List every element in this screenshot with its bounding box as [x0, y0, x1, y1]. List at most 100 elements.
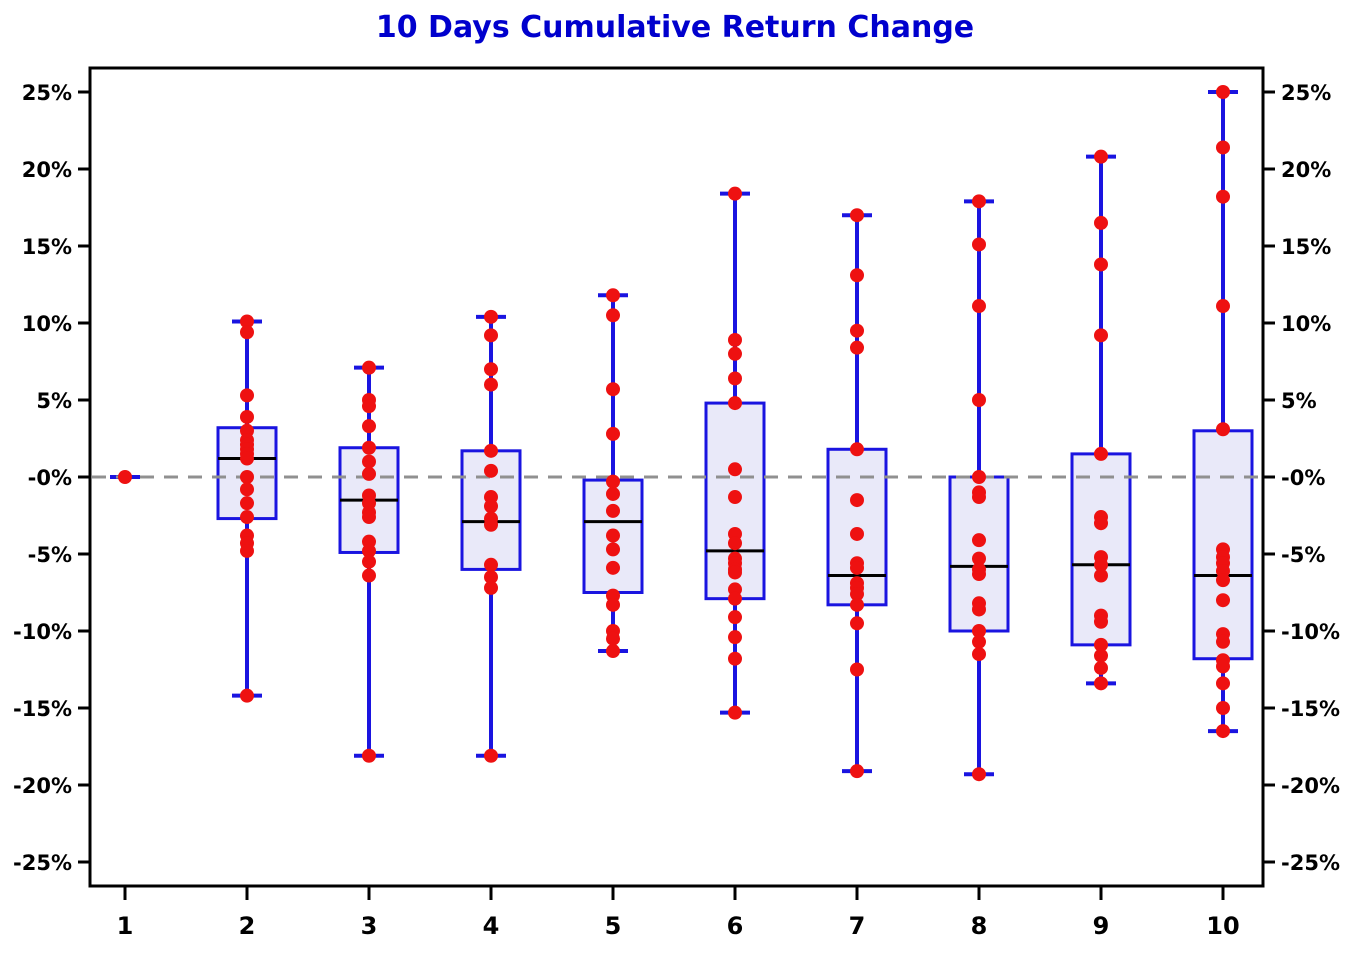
- data-point: [484, 499, 498, 514]
- data-point: [1216, 140, 1230, 155]
- data-point: [484, 328, 498, 343]
- data-point: [484, 557, 498, 572]
- data-point: [362, 399, 376, 414]
- data-point: [240, 688, 254, 703]
- y-tick-label-right: 25%: [1281, 81, 1331, 105]
- data-point: [118, 470, 132, 484]
- data-point: [728, 332, 742, 347]
- data-point: [1094, 648, 1108, 663]
- data-point: [972, 647, 986, 662]
- data-point: [606, 644, 620, 659]
- data-point: [606, 542, 620, 557]
- data-point: [484, 443, 498, 458]
- data-point: [728, 462, 742, 477]
- x-tick-label: 6: [727, 912, 744, 940]
- data-point: [850, 526, 864, 541]
- data-point: [972, 602, 986, 617]
- data-point: [362, 543, 376, 558]
- data-point: [606, 597, 620, 612]
- data-point: [484, 309, 498, 324]
- data-point: [484, 570, 498, 585]
- data-point: [1216, 593, 1230, 608]
- x-tick-label: 8: [971, 912, 988, 940]
- data-point: [850, 323, 864, 338]
- data-point: [484, 517, 498, 532]
- data-point: [606, 486, 620, 501]
- data-point: [728, 610, 742, 625]
- data-point: [972, 470, 986, 484]
- data-point: [728, 705, 742, 720]
- data-point: [850, 560, 864, 575]
- data-point: [728, 371, 742, 386]
- data-point: [240, 496, 254, 511]
- data-point: [1094, 215, 1108, 230]
- data-point: [850, 493, 864, 508]
- x-tick-label: 1: [117, 912, 134, 940]
- x-tick-label: 10: [1206, 912, 1239, 940]
- data-point: [240, 451, 254, 466]
- data-point: [728, 565, 742, 580]
- y-tick-label-left: -10%: [13, 620, 72, 644]
- data-point: [972, 533, 986, 548]
- data-point: [1094, 328, 1108, 343]
- data-point: [1094, 516, 1108, 531]
- data-point: [1216, 676, 1230, 691]
- data-point: [240, 314, 254, 329]
- data-point: [728, 536, 742, 551]
- data-point: [362, 454, 376, 469]
- data-point: [606, 426, 620, 441]
- data-point: [972, 393, 986, 407]
- y-tick-label-left: 15%: [22, 235, 72, 259]
- data-point: [484, 748, 498, 763]
- data-point: [240, 325, 254, 340]
- data-point: [728, 630, 742, 645]
- data-point: [1216, 422, 1230, 437]
- y-tick-label-left: -15%: [13, 697, 72, 721]
- data-point: [850, 340, 864, 355]
- data-point: [606, 474, 620, 489]
- data-point: [850, 268, 864, 283]
- y-tick-label-right: 15%: [1281, 235, 1331, 259]
- data-point: [972, 567, 986, 582]
- y-tick-label-left: 25%: [22, 81, 72, 105]
- data-point: [850, 442, 864, 457]
- x-tick-label: 9: [1093, 912, 1110, 940]
- data-point: [728, 591, 742, 606]
- data-point: [1216, 701, 1230, 715]
- data-point: [484, 362, 498, 377]
- data-point: [240, 510, 254, 525]
- data-point: [972, 551, 986, 566]
- data-point: [728, 396, 742, 411]
- data-point: [240, 470, 254, 484]
- y-tick-label-right: -5%: [1281, 543, 1325, 567]
- data-point: [1094, 637, 1108, 652]
- x-tick-label: 5: [605, 912, 622, 940]
- y-tick-label-right: -0%: [1281, 466, 1325, 490]
- data-point: [606, 528, 620, 543]
- x-tick-label: 7: [849, 912, 866, 940]
- data-point: [240, 388, 254, 403]
- data-point: [484, 377, 498, 392]
- data-point: [240, 409, 254, 424]
- data-point: [1216, 573, 1230, 588]
- data-point: [850, 587, 864, 602]
- data-point: [972, 237, 986, 252]
- data-point: [362, 554, 376, 569]
- data-point: [1094, 676, 1108, 691]
- data-point: [972, 624, 986, 638]
- data-point: [362, 360, 376, 375]
- data-point: [728, 186, 742, 201]
- y-tick-label-left: 5%: [36, 389, 72, 413]
- data-point: [606, 560, 620, 575]
- data-point: [850, 616, 864, 631]
- data-point: [1216, 85, 1230, 99]
- y-tick-label-left: 10%: [22, 312, 72, 336]
- data-point: [484, 580, 498, 595]
- y-tick-label-right: -15%: [1281, 697, 1340, 721]
- data-point: [1094, 149, 1108, 164]
- y-tick-label-left: -0%: [28, 466, 72, 490]
- data-point: [972, 634, 986, 649]
- data-point: [1216, 724, 1230, 739]
